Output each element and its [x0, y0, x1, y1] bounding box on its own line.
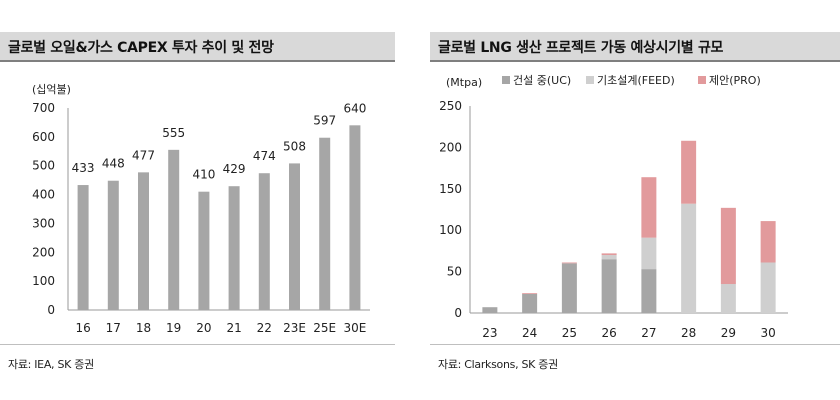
lng-y-tick-label: 250	[439, 99, 462, 113]
lng-chart-title-bar: 글로벌 LNG 생산 프로젝트 가동 예상시기별 규모	[430, 32, 840, 62]
lng-bar-segment	[522, 293, 538, 294]
lng-bar-segment	[681, 203, 697, 313]
capex-x-tick-label: 18	[136, 321, 151, 335]
lng-bar-segment	[601, 253, 617, 256]
capex-x-tick-label: 23E	[283, 321, 306, 335]
capex-bar	[289, 163, 300, 310]
lng-legend-label: 건설 중(UC)	[513, 74, 571, 87]
lng-bar-segment	[760, 221, 776, 263]
lng-chart-panel: 글로벌 LNG 생산 프로젝트 가동 예상시기별 규모 (Mtpa) 건설 중(…	[430, 0, 840, 400]
lng-stacked-bar-chart: (Mtpa) 건설 중(UC) 기초설계(FEED) 제안(PRO) 0 50 100 1…	[439, 74, 788, 340]
capex-y-tick-label: 700	[32, 101, 55, 115]
lng-legend-swatch	[698, 76, 706, 84]
capex-x-tick-label: 16	[75, 321, 90, 335]
capex-x-tick-label: 19	[166, 321, 181, 335]
capex-data-label: 433	[72, 161, 95, 175]
capex-y-tick-label: 100	[32, 274, 55, 288]
lng-x-tick-label: 23	[482, 326, 497, 340]
capex-y-tick-label: 200	[32, 245, 55, 259]
capex-data-label: 477	[132, 148, 155, 162]
capex-y-tick-label: 500	[32, 159, 55, 173]
lng-y-tick-label: 0	[454, 306, 462, 320]
capex-data-label: 640	[343, 101, 366, 115]
lng-x-tick-label: 28	[681, 326, 696, 340]
lng-y-tick-label: 200	[439, 140, 462, 154]
lng-y-tick-label: 50	[447, 265, 462, 279]
lng-bar-segment	[561, 263, 577, 313]
capex-data-label: 597	[313, 114, 336, 128]
capex-bar	[198, 191, 210, 310]
capex-chart-panel: 글로벌 오일&가스 CAPEX 투자 추이 및 전망 (십억불) 0 100 200…	[0, 0, 395, 400]
capex-x-tick-label: 21	[226, 321, 241, 335]
lng-source: 자료: Clarksons, SK 증권	[438, 358, 558, 371]
capex-data-label: 448	[102, 157, 125, 171]
capex-data-label: 508	[283, 139, 306, 153]
lng-bar-segment	[720, 284, 736, 313]
lng-bar-segment	[760, 262, 776, 313]
capex-x-tick-label: 30E	[343, 321, 366, 335]
lng-source-divider	[430, 344, 840, 345]
lng-x-tick-label: 29	[721, 326, 736, 340]
capex-bar	[107, 180, 119, 310]
lng-y-tick-label: 100	[439, 223, 462, 237]
capex-data-label: 410	[192, 168, 215, 182]
capex-x-tick-label: 20	[196, 321, 211, 335]
lng-x-tick-label: 27	[641, 326, 656, 340]
capex-chart-title-bar: 글로벌 오일&가스 CAPEX 투자 추이 및 전망	[0, 32, 395, 62]
lng-bar-segment	[561, 262, 577, 264]
lng-chart-title: 글로벌 LNG 생산 프로젝트 가동 예상시기별 규모	[438, 40, 724, 56]
capex-bar	[77, 185, 89, 310]
lng-bar-segment	[601, 255, 617, 260]
lng-x-tick-label: 26	[601, 326, 616, 340]
capex-x-tick-label: 22	[257, 321, 272, 335]
capex-y-tick-label: 300	[32, 216, 55, 230]
capex-y-tick-label: 400	[32, 188, 55, 202]
lng-legend-swatch	[586, 76, 594, 84]
capex-data-label: 555	[162, 126, 185, 140]
lng-bar-segment	[601, 259, 617, 313]
capex-data-label: 429	[223, 162, 246, 176]
capex-x-tick-label: 17	[106, 321, 121, 335]
lng-bar-segment	[522, 293, 538, 313]
capex-bar	[319, 137, 331, 310]
capex-bar	[258, 173, 270, 310]
capex-y-tick-label: 0	[47, 303, 55, 317]
lng-bar-segment	[720, 207, 736, 285]
capex-source-divider	[0, 344, 395, 345]
lng-bar-segment	[482, 307, 498, 313]
capex-data-label: 474	[253, 149, 276, 163]
lng-x-tick-label: 24	[522, 326, 537, 340]
lng-x-tick-label: 25	[562, 326, 577, 340]
capex-chart-title: 글로벌 오일&가스 CAPEX 투자 추이 및 전망	[8, 40, 274, 56]
lng-bar-segment	[681, 140, 697, 204]
capex-bar	[349, 125, 361, 310]
lng-y-tick-label: 150	[439, 182, 462, 196]
lng-bar-segment	[641, 269, 657, 313]
lng-bar-segment	[641, 177, 657, 238]
lng-legend-swatch	[502, 76, 510, 84]
lng-x-tick-label: 30	[760, 326, 775, 340]
lng-legend-label: 기초설계(FEED)	[597, 74, 675, 87]
capex-y-tick-label: 600	[32, 130, 55, 144]
capex-bar	[228, 186, 240, 310]
capex-bar-chart: (십억불) 0 100 200 300 400 500 600 700 433 16 448 17 4…	[32, 83, 370, 335]
capex-source: 자료: IEA, SK 증권	[8, 358, 94, 371]
capex-bar	[168, 149, 180, 310]
lng-unit-label: (Mtpa)	[446, 76, 482, 89]
capex-unit-label: (십억불)	[32, 83, 71, 96]
capex-x-tick-label: 25E	[313, 321, 336, 335]
lng-bar-segment	[641, 237, 657, 270]
lng-legend-label: 제안(PRO)	[709, 74, 761, 87]
capex-bar	[138, 172, 149, 310]
